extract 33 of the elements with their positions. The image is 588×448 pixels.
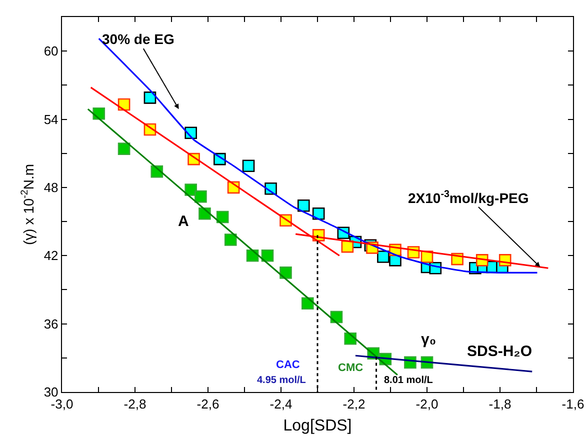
- point: [216, 210, 229, 224]
- annotation: γ₀: [421, 331, 436, 348]
- point: [118, 142, 130, 155]
- point: [302, 297, 314, 310]
- y-tick-label: 36: [44, 316, 58, 332]
- x-tick-label: -2,2: [342, 396, 366, 412]
- x-tick-label: -1,6: [562, 396, 584, 412]
- point: [144, 92, 156, 104]
- point: [297, 199, 310, 212]
- point: [280, 266, 292, 279]
- x-tick-label: -2,0: [416, 396, 438, 412]
- y-tick-label: 48: [44, 180, 58, 195]
- y-tick-label: 42: [44, 248, 58, 264]
- x-tick-label: -1,8: [488, 396, 512, 412]
- point: [377, 250, 390, 263]
- y-tick-label: 54: [44, 112, 58, 127]
- point: [261, 249, 274, 262]
- annotation: 2X10$^{-3}$mol/kg-PEG: [408, 189, 529, 206]
- annotation: 8.01 mol/L: [384, 375, 433, 386]
- x-axis-title: Log[SDS]: [283, 417, 352, 434]
- point: [224, 234, 237, 246]
- x-tick-label: -2,4: [270, 396, 292, 412]
- annotation: A: [178, 213, 189, 230]
- annotation: SDS-H₂O: [467, 343, 532, 360]
- point: [194, 190, 207, 203]
- annotation: CMC: [338, 362, 364, 374]
- x-tick-label: -2,8: [124, 396, 146, 412]
- y-tick-label: 60: [44, 44, 58, 59]
- annotation: CAC: [276, 359, 300, 371]
- point: [242, 160, 255, 172]
- annotation: 30% de EG: [102, 31, 174, 47]
- x-tick-label: -2,6: [196, 396, 220, 412]
- annotation: 4.95 mol/L: [257, 375, 306, 386]
